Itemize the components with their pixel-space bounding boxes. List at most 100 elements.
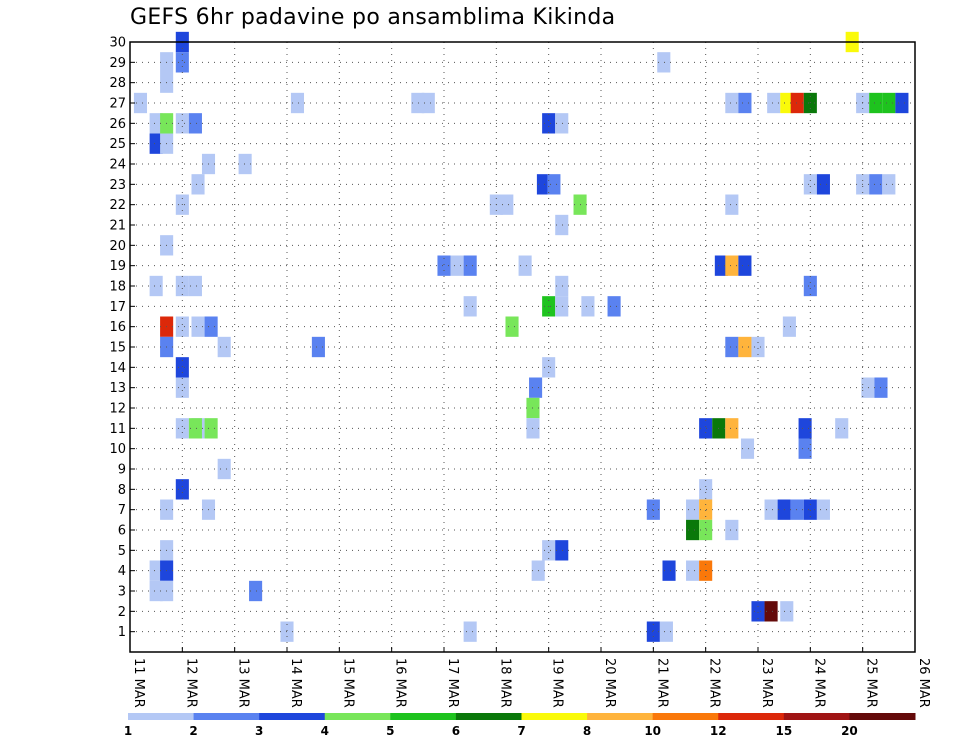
heatmap-cell xyxy=(542,357,556,378)
legend-label: 15 xyxy=(775,724,792,738)
heatmap-cell xyxy=(646,621,660,642)
heatmap-cell xyxy=(861,377,875,398)
x-tick-label: 21 MAR xyxy=(654,658,669,708)
legend-label: 12 xyxy=(710,724,727,738)
y-tick-label: 27 xyxy=(109,97,126,112)
heatmap-cell xyxy=(895,92,909,114)
heatmap-cell xyxy=(529,377,543,398)
heatmap-cell xyxy=(607,296,621,317)
heatmap-cell xyxy=(699,519,713,541)
y-tick-label: 8 xyxy=(118,483,126,498)
heatmap-cell xyxy=(738,336,752,358)
x-tick-label: 18 MAR xyxy=(497,658,512,708)
legend-swatch xyxy=(783,713,850,720)
heatmap-cell xyxy=(659,621,673,642)
heatmap-cell xyxy=(555,113,569,134)
heatmap-cell xyxy=(188,275,202,297)
heatmap-cell xyxy=(204,316,218,337)
heatmap-cell xyxy=(869,174,883,195)
heatmap-cell xyxy=(882,92,896,114)
heatmap-cell xyxy=(725,92,739,114)
heatmap-cell xyxy=(149,113,163,134)
y-tick-label: 30 xyxy=(109,36,126,51)
y-axis: 1234567891011121314151617181920212223242… xyxy=(109,36,135,640)
heatmap-cell xyxy=(450,255,464,276)
x-tick-label: 15 MAR xyxy=(340,658,355,708)
y-tick-label: 23 xyxy=(109,178,126,193)
heatmap-cell xyxy=(699,499,713,520)
y-tick-label: 28 xyxy=(109,76,126,91)
x-tick-label: 26 MAR xyxy=(916,658,931,708)
heatmap-cell xyxy=(175,377,189,398)
heatmap-cell xyxy=(149,580,163,602)
x-tick-label: 23 MAR xyxy=(759,658,774,708)
heatmap-cell xyxy=(751,601,765,622)
heatmap-cell xyxy=(542,540,556,561)
heatmap-cell xyxy=(437,255,451,276)
heatmap-cell xyxy=(798,418,812,439)
legend-label: 2 xyxy=(189,724,197,738)
heatmap-cell xyxy=(581,296,595,317)
y-tick-label: 6 xyxy=(118,524,126,539)
chart-title: GEFS 6hr padavine po ansamblima Kikinda xyxy=(130,5,616,30)
legend-label: 1 xyxy=(124,724,132,738)
heatmap-cell xyxy=(542,113,556,134)
heatmap-cell xyxy=(751,336,765,358)
heatmap-cell xyxy=(175,418,189,439)
heatmap-cell xyxy=(816,499,830,520)
heatmap-cell xyxy=(725,519,739,541)
legend-swatch xyxy=(259,713,326,720)
heatmap-cell xyxy=(311,336,325,358)
legend-swatch xyxy=(652,713,719,720)
heatmap-cell xyxy=(662,560,676,581)
heatmap-cell xyxy=(463,296,477,317)
y-tick-label: 29 xyxy=(109,56,126,71)
y-tick-label: 25 xyxy=(109,137,126,152)
y-tick-label: 11 xyxy=(109,422,126,437)
heatmap-cell xyxy=(790,92,804,114)
legend-label: 4 xyxy=(321,724,329,738)
heatmap-cell xyxy=(869,92,883,114)
heatmap-cell xyxy=(686,499,700,520)
heatmap-cell xyxy=(714,255,728,276)
y-tick-label: 13 xyxy=(109,381,126,396)
heatmap-cell xyxy=(463,255,477,276)
heatmap-cell xyxy=(790,499,804,520)
legend-swatch xyxy=(324,713,391,720)
legend-swatch xyxy=(193,713,260,720)
heatmap-cell xyxy=(149,560,163,581)
heatmap-cell xyxy=(175,275,189,297)
heatmap-cell xyxy=(175,52,189,73)
heatmap-cell xyxy=(217,458,231,480)
y-tick-label: 21 xyxy=(109,219,126,234)
legend-label: 6 xyxy=(452,724,460,738)
legend-label: 10 xyxy=(644,724,661,738)
y-tick-label: 5 xyxy=(118,544,126,559)
cells-layer xyxy=(133,31,909,642)
heatmap-cell xyxy=(780,92,794,114)
heatmap-cell xyxy=(803,174,817,195)
heatmap-cell xyxy=(816,174,830,195)
x-tick-label: 22 MAR xyxy=(707,658,722,708)
x-tick-label: 16 MAR xyxy=(393,658,408,708)
heatmap-cell xyxy=(505,316,519,337)
heatmap-cell xyxy=(738,92,752,114)
heatmap-cell xyxy=(738,255,752,276)
y-tick-label: 16 xyxy=(109,320,126,335)
y-tick-label: 12 xyxy=(109,402,126,417)
y-tick-label: 22 xyxy=(109,198,126,213)
y-tick-label: 14 xyxy=(109,361,126,376)
legend-swatch xyxy=(587,713,654,720)
x-tick-label: 24 MAR xyxy=(811,658,826,708)
heatmap-cell xyxy=(780,601,794,622)
legend-label: 20 xyxy=(841,724,858,738)
y-tick-label: 10 xyxy=(109,442,126,457)
heatmap-cell xyxy=(175,357,189,378)
heatmap-cell xyxy=(699,479,713,500)
heatmap-cell xyxy=(518,255,532,276)
y-tick-label: 2 xyxy=(118,605,126,620)
y-tick-label: 7 xyxy=(118,503,126,518)
heatmap-cell xyxy=(882,174,896,195)
heatmap-cell xyxy=(547,174,561,195)
